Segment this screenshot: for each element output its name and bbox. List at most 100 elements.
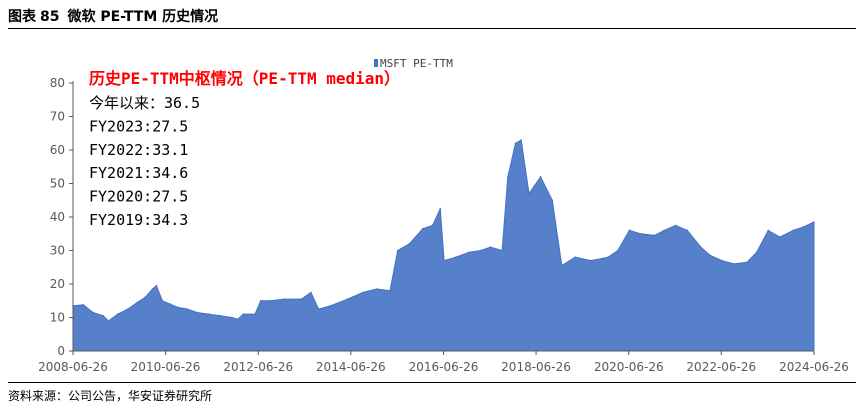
data-point xyxy=(617,249,619,252)
data-point xyxy=(300,298,303,300)
data-point xyxy=(792,229,795,232)
figure-number: 85 xyxy=(40,9,60,25)
x-tick-label: 2016-06-26 xyxy=(409,360,479,374)
data-point xyxy=(489,246,492,248)
data-point xyxy=(155,284,158,287)
data-point xyxy=(177,306,179,309)
data-point xyxy=(169,303,171,305)
data-point xyxy=(196,311,198,314)
axes: 0 10 20 30 40 50 60 70 80 2008-06-26 2010-06-26 201… xyxy=(38,76,849,374)
data-point xyxy=(514,142,517,145)
data-point xyxy=(346,298,349,300)
data-point xyxy=(389,289,391,292)
data-point xyxy=(408,243,411,245)
data-point xyxy=(653,234,656,237)
data-point xyxy=(686,229,689,232)
data-point xyxy=(92,311,94,314)
annotation-line: FY2021:34.6 xyxy=(89,164,188,182)
data-point xyxy=(231,316,233,319)
data-point xyxy=(144,296,146,299)
y-tick-label: 0 xyxy=(57,344,65,358)
data-point xyxy=(242,313,245,315)
data-point xyxy=(709,254,712,257)
data-point xyxy=(755,251,758,253)
data-point xyxy=(127,308,129,310)
x-tick-label: 2020-06-26 xyxy=(594,360,664,374)
figure-title-text: 微软 PE-TTM 历史情况 xyxy=(67,9,219,25)
data-point xyxy=(259,300,262,302)
data-point xyxy=(443,259,445,262)
data-point xyxy=(574,256,576,259)
x-tick-label: 2012-06-26 xyxy=(223,360,293,374)
plot-area xyxy=(72,139,815,352)
x-tick-label: 2024-06-26 xyxy=(779,360,849,374)
data-point xyxy=(779,236,781,238)
data-point xyxy=(186,308,189,310)
annotation-line: FY2020:27.5 xyxy=(89,188,188,206)
data-point xyxy=(640,233,642,235)
source-rule xyxy=(8,382,856,383)
x-tick-label: 2014-06-26 xyxy=(316,360,386,374)
data-point xyxy=(329,305,332,307)
x-tick-label: 2022-06-26 xyxy=(686,360,756,374)
title-rule xyxy=(8,28,856,29)
data-point xyxy=(561,264,563,267)
legend-label: MSFT PE-TTM xyxy=(380,57,453,70)
y-tick-label: 60 xyxy=(50,143,65,157)
data-point xyxy=(396,249,399,252)
x-tick-label: 2018-06-26 xyxy=(501,360,571,374)
legend: MSFT PE-TTM xyxy=(374,57,453,70)
y-tick-label: 70 xyxy=(50,110,65,124)
data-point xyxy=(102,315,105,317)
figure-title: 图表 85 微软 PE-TTM 历史情况 xyxy=(8,6,218,26)
pe-ttm-chart: 0 10 20 30 40 50 60 70 80 2008-06-26 2010-06-26 201… xyxy=(38,57,849,374)
annotation-line: FY2019:34.3 xyxy=(89,211,188,229)
annotation-line: 今年以来：36.5 xyxy=(89,94,200,112)
data-point xyxy=(507,176,509,178)
data-point xyxy=(207,313,210,315)
data-point xyxy=(431,224,434,227)
data-point xyxy=(501,249,503,252)
data-point xyxy=(161,300,164,302)
data-point xyxy=(674,224,677,227)
y-tick-label: 10 xyxy=(50,311,65,325)
source-note: 资料来源：公司公告，华安证券研究所 xyxy=(8,389,213,403)
data-point xyxy=(700,246,702,248)
data-point xyxy=(283,298,285,300)
data-point xyxy=(236,318,239,321)
data-point xyxy=(767,229,769,232)
data-point xyxy=(746,261,748,264)
data-point xyxy=(528,192,530,195)
data-point xyxy=(269,300,272,302)
data-point xyxy=(219,315,222,317)
y-tick-label: 30 xyxy=(50,244,65,258)
y-tick-label: 40 xyxy=(50,210,65,224)
figure-label: 图表 xyxy=(8,9,36,25)
data-point xyxy=(107,320,110,322)
data-point xyxy=(732,263,735,265)
data-point xyxy=(151,288,154,290)
data-point xyxy=(310,291,312,294)
annotation-title: 历史PE-TTM中枢情况（PE-TTM median） xyxy=(89,69,400,88)
annotation-line: FY2023:27.5 xyxy=(89,117,188,135)
data-point xyxy=(663,229,665,232)
y-tick-label: 20 xyxy=(50,277,65,291)
data-point xyxy=(802,226,804,228)
data-point xyxy=(455,256,457,259)
data-point xyxy=(479,249,482,252)
data-point xyxy=(375,288,378,290)
y-tick-label: 50 xyxy=(50,177,65,191)
data-point xyxy=(317,308,320,310)
data-point xyxy=(362,291,364,294)
data-point xyxy=(813,221,815,223)
data-point xyxy=(539,176,542,178)
data-point xyxy=(136,301,139,304)
annotation-line: FY2022:33.1 xyxy=(89,141,188,159)
y-tick-label: 80 xyxy=(50,76,65,90)
annotation-box: 历史PE-TTM中枢情况（PE-TTM median） 今年以来：36.5 FY2… xyxy=(89,69,400,229)
data-point xyxy=(590,259,592,262)
data-point xyxy=(551,199,554,202)
x-tick-label: 2010-06-26 xyxy=(131,360,201,374)
data-point xyxy=(721,259,723,262)
data-point xyxy=(520,139,522,141)
